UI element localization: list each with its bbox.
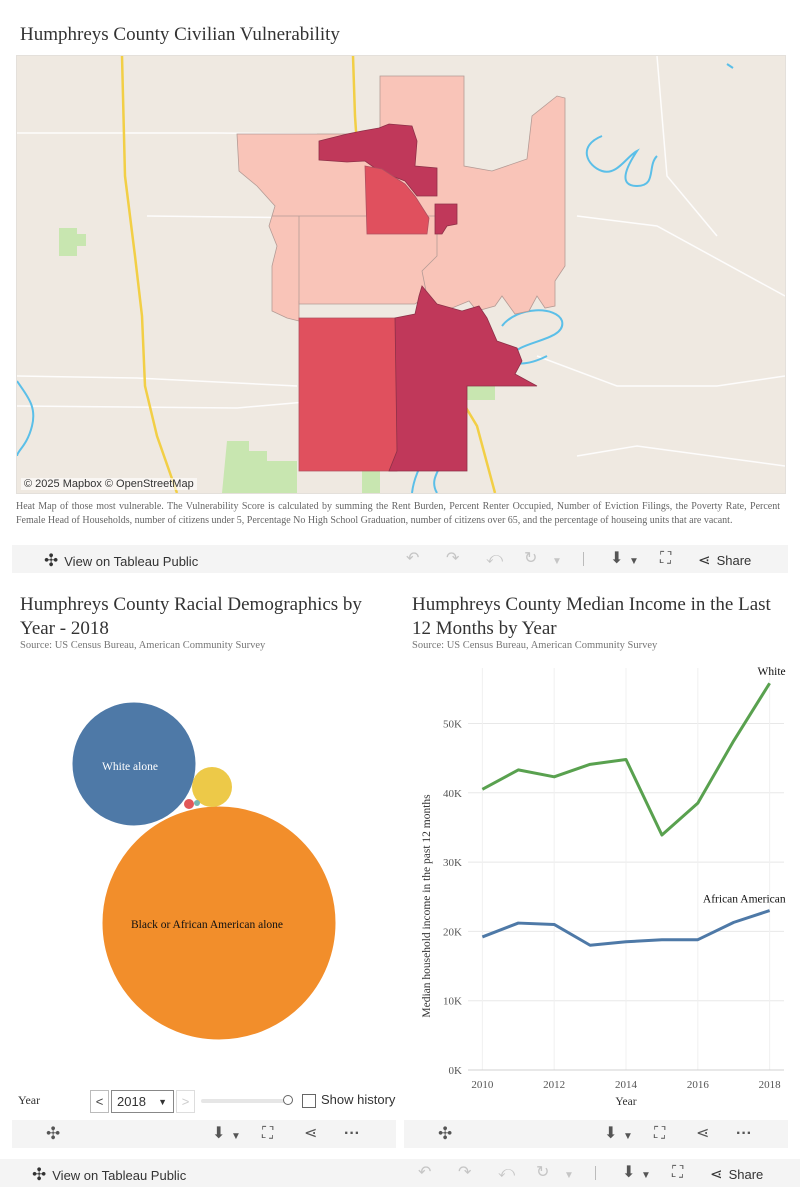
map-title: Humphreys County Civilian Vulnerability (20, 24, 340, 45)
share-icon[interactable]: ⋖ (304, 1125, 318, 1142)
income-line-chart[interactable]: 0K 10K 20K 30K 40K 50K 2010 2012 2014 2016 2018 Wh… (400, 660, 800, 1110)
share-icon[interactable]: ⋖ (696, 1125, 710, 1142)
series-line-african-american[interactable] (481, 909, 771, 947)
y-tick-label: 0K (449, 1065, 463, 1077)
share-button[interactable]: ⋖ Share (698, 551, 751, 569)
map-attribution[interactable]: © 2025 Mapbox © OpenStreetMap (21, 478, 197, 490)
fullscreen-icon[interactable]: ⛶ (654, 1125, 666, 1142)
map-region-northeast[interactable] (318, 123, 438, 197)
map-canvas[interactable] (17, 56, 785, 493)
fullscreen-icon[interactable]: ⛶ (660, 550, 672, 567)
tableau-logo-icon: ✣ (32, 1165, 47, 1184)
show-history-label[interactable]: Show history (321, 1092, 396, 1107)
download-icon[interactable]: ⬇ (212, 1125, 226, 1142)
refresh-dropdown-icon[interactable]: ▼ (564, 1170, 574, 1181)
bubble-white-label: White alone (102, 761, 158, 773)
view-on-tableau-label: View on Tableau Public (64, 553, 199, 569)
share-label: Share (716, 552, 752, 568)
y-axis-label: Median household income in the past 12 m… (421, 794, 433, 1018)
more-options-icon[interactable]: ··· (344, 1125, 360, 1142)
income-toolbar: ✣ ⬇ ▼ ⛶ ⋖ ··· (404, 1120, 788, 1148)
income-source: Source: US Census Bureau, American Commu… (412, 640, 658, 651)
download-dropdown-icon[interactable]: ▼ (641, 1170, 651, 1181)
download-dropdown-icon[interactable]: ▼ (623, 1131, 633, 1142)
fullscreen-icon[interactable]: ⛶ (672, 1164, 684, 1181)
undo-icon[interactable]: ↶ (406, 550, 420, 567)
undo-icon[interactable]: ↶ (418, 1164, 432, 1181)
tableau-toolbar-top: ✣ View on Tableau Public ↶ ↷ ⤺ ↻ ▼ ⬇ ▼ ⛶… (12, 545, 788, 573)
bubble-black[interactable] (101, 805, 337, 1041)
download-dropdown-icon[interactable]: ▼ (629, 556, 639, 567)
tableau-logo-icon: ✣ (44, 551, 59, 570)
series-end-label: White (758, 666, 786, 678)
x-tick-label: 2010 (471, 1079, 494, 1091)
year-filter-label: Year (18, 1093, 41, 1107)
revert-icon[interactable]: ⤺ (498, 1164, 516, 1181)
year-prev-button[interactable]: < (90, 1090, 109, 1113)
bubble-chart[interactable]: White alone Black or African American al… (0, 660, 400, 1080)
download-icon[interactable]: ⬇ (610, 550, 624, 567)
bubble-black-label: Black or African American alone (131, 919, 283, 931)
map-region-small[interactable] (434, 203, 458, 235)
toolbar-divider (583, 552, 584, 566)
refresh-dropdown-icon[interactable]: ▼ (552, 556, 562, 567)
income-title: Humphreys County Median Income in the La… (412, 594, 771, 639)
refresh-icon[interactable]: ↻ (536, 1164, 550, 1181)
x-tick-label: 2018 (759, 1079, 782, 1091)
show-history-checkbox[interactable] (302, 1094, 316, 1108)
view-on-tableau-link[interactable]: ✣ View on Tableau Public (32, 1165, 186, 1185)
toolbar-divider (595, 1166, 596, 1180)
map-description: Heat Map of those most vulnerable. The V… (16, 501, 780, 526)
y-tick-label: 40K (443, 788, 462, 800)
fullscreen-icon[interactable]: ⛶ (262, 1125, 274, 1142)
map-region-central-red[interactable] (364, 165, 430, 235)
chevron-right-icon: > (181, 1094, 190, 1109)
download-icon[interactable]: ⬇ (622, 1164, 636, 1181)
revert-icon[interactable]: ⤺ (486, 550, 504, 567)
x-tick-label: 2012 (543, 1079, 565, 1091)
redo-icon[interactable]: ↷ (446, 550, 460, 567)
view-on-tableau-label: View on Tableau Public (52, 1167, 187, 1183)
download-icon[interactable]: ⬇ (604, 1125, 618, 1142)
bubble-white[interactable] (71, 701, 197, 827)
share-label: Share (728, 1166, 764, 1182)
y-tick-label: 10K (443, 996, 462, 1008)
redo-icon[interactable]: ↷ (458, 1164, 472, 1181)
bubble-other-red[interactable] (184, 799, 194, 809)
y-tick-label: 50K (443, 718, 462, 730)
x-tick-label: 2016 (687, 1079, 710, 1091)
share-icon: ⋖ (710, 1166, 723, 1183)
tableau-logo-icon[interactable]: ✣ (438, 1124, 453, 1143)
refresh-icon[interactable]: ↻ (524, 550, 538, 567)
bubble-other-yellow[interactable] (192, 767, 232, 807)
tableau-logo-icon[interactable]: ✣ (46, 1124, 61, 1143)
series-end-label: African American (703, 894, 786, 906)
demographics-toolbar: ✣ ⬇ ▼ ⛶ ⋖ ··· (12, 1120, 396, 1148)
share-button[interactable]: ⋖ Share (710, 1165, 763, 1183)
year-select-value: 2018 (117, 1094, 146, 1109)
y-tick-label: 20K (443, 926, 462, 938)
y-tick-label: 30K (443, 857, 462, 869)
map-region-southeast[interactable] (388, 285, 538, 472)
year-select[interactable]: 2018 ▼ (111, 1090, 174, 1113)
map-region-southwest[interactable] (298, 317, 398, 472)
year-next-button[interactable]: > (176, 1090, 195, 1113)
more-options-icon[interactable]: ··· (736, 1125, 752, 1142)
x-axis-label: Year (615, 1096, 636, 1108)
chevron-left-icon: < (95, 1094, 104, 1109)
tableau-toolbar-bottom: ✣ View on Tableau Public ↶ ↷ ⤺ ↻ ▼ ⬇ ▼ ⛶… (0, 1159, 800, 1187)
year-slider-handle[interactable] (283, 1095, 293, 1105)
demographics-source: Source: US Census Bureau, American Commu… (20, 640, 266, 651)
view-on-tableau-link[interactable]: ✣ View on Tableau Public (44, 551, 198, 571)
chevron-down-icon: ▼ (158, 1096, 167, 1107)
year-slider-track[interactable] (201, 1099, 287, 1103)
bubble-other-teal[interactable] (194, 800, 200, 806)
share-icon: ⋖ (698, 552, 711, 569)
series-line-white[interactable] (481, 682, 771, 837)
download-dropdown-icon[interactable]: ▼ (231, 1131, 241, 1142)
demographics-title: Humphreys County Racial Demographics by … (20, 594, 362, 639)
x-tick-label: 2014 (615, 1079, 638, 1091)
vulnerability-map[interactable]: © 2025 Mapbox © OpenStreetMap (16, 55, 786, 494)
